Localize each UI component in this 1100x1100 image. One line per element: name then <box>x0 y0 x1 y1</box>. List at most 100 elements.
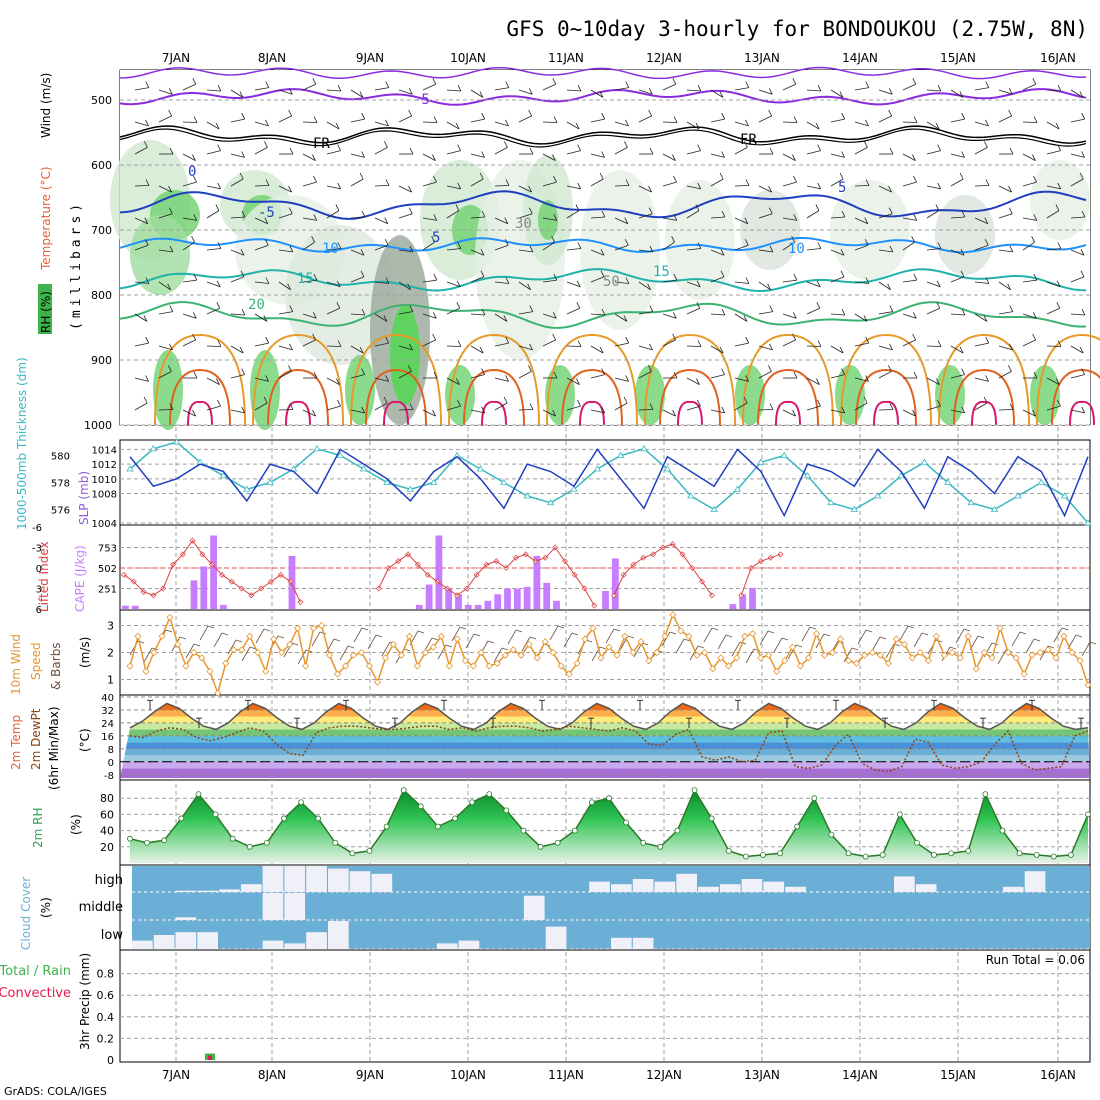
wind-barb-flag <box>1009 245 1014 253</box>
wind-barb <box>926 185 941 190</box>
wind-barb-flag <box>889 147 894 155</box>
thickness-line-point <box>126 465 134 472</box>
cloud-bar-high <box>719 884 741 892</box>
wind-barb <box>1070 178 1084 187</box>
wind-barb-flag <box>1057 84 1062 92</box>
wind-barb <box>662 409 676 417</box>
wind-speed-line-point <box>389 640 398 648</box>
wind-barb <box>950 374 965 379</box>
temp-tick: 24 <box>101 719 114 730</box>
wind-speed-line-point <box>174 640 182 648</box>
contour-30 <box>953 368 1015 426</box>
thickness-line-point <box>570 485 578 492</box>
cloud-bar-high <box>328 868 349 892</box>
wind-barb <box>806 185 821 190</box>
cape-tick: 753 <box>98 544 117 555</box>
wind-barb <box>278 89 293 95</box>
surface-barb-flag <box>221 632 229 636</box>
wind-barb-flag <box>1032 78 1037 85</box>
thickness-line-point <box>803 471 812 479</box>
wind-barb-flag <box>264 141 268 148</box>
wind-barb-flag <box>864 141 868 148</box>
wind-barb-flag <box>577 144 581 151</box>
surface-barb <box>507 629 517 645</box>
wind-barb <box>950 276 965 283</box>
wind-barb <box>878 185 892 193</box>
wind-barb-flag <box>1079 91 1084 98</box>
wind-barb-flag <box>288 88 293 95</box>
wind-speed-line-point <box>589 624 597 632</box>
wind-speed-line-point <box>493 659 501 667</box>
wind-barb <box>830 409 845 414</box>
wind-barb <box>446 281 461 288</box>
wind-barb-flag <box>529 343 533 351</box>
thickness-line <box>129 441 1089 524</box>
wind-barb <box>614 342 629 347</box>
upper-wind-barbs <box>134 78 1086 417</box>
date-label-top: 9JAN <box>356 51 384 65</box>
wind-barb <box>806 281 821 288</box>
cloud-bar-high <box>284 866 306 892</box>
rh-line-point <box>674 827 681 834</box>
wind-barb <box>590 153 605 158</box>
wind-speed-line-point <box>461 657 469 665</box>
wind-barb <box>1046 210 1060 219</box>
wind-barb <box>830 216 846 219</box>
wind-barb <box>662 313 677 319</box>
wind-barb <box>878 249 893 253</box>
wind-barb <box>782 83 796 91</box>
surface-barb-flag <box>795 644 803 648</box>
rh-line-point <box>777 850 783 857</box>
wind-barb-flag <box>673 214 678 221</box>
wind-label: Wind (m/s) <box>39 73 53 138</box>
wind-barb-flag <box>576 378 580 385</box>
surface-barb <box>773 637 783 653</box>
wind-barb <box>926 150 941 155</box>
wind-barb-flag <box>935 204 940 211</box>
wind-speed-line-point <box>397 651 405 659</box>
wind-barb <box>278 185 292 193</box>
wind-barb-flag <box>359 346 364 354</box>
wind-barb-flag <box>1033 175 1037 183</box>
wind-barb-flag <box>889 343 893 351</box>
rh-panel: 80 60 40 20 <box>100 787 1091 863</box>
cape-bar <box>415 604 423 609</box>
thickness-line-point <box>313 444 321 452</box>
temp-tick: 40 <box>101 693 114 704</box>
wind-barb <box>182 241 195 251</box>
cloud-bar-high <box>219 889 240 892</box>
rh-shade-blob <box>1030 160 1090 240</box>
wind-barb <box>902 217 917 221</box>
wind-barb-flag <box>408 185 412 193</box>
wind-barb <box>758 89 773 95</box>
wind-barb <box>806 248 821 251</box>
wind-barb <box>422 339 436 347</box>
wind-barb <box>638 115 652 123</box>
wind-barb <box>806 377 820 385</box>
wind-barb-flag <box>767 283 771 290</box>
wind-barb-flag <box>409 245 414 253</box>
wind-barb <box>686 150 701 155</box>
wind-barb <box>998 371 1012 379</box>
wind-barb-flag <box>455 204 460 211</box>
panel-frame-6 <box>119 949 1091 1063</box>
wind-barb-flag <box>600 270 605 277</box>
slp-tick: 1008 <box>92 490 117 501</box>
wind-barb <box>230 216 246 219</box>
rh-line-point <box>195 791 202 798</box>
wind-barb <box>686 185 701 190</box>
wind-barb <box>494 217 508 225</box>
wind-barb <box>614 147 628 155</box>
wind-barb-flag <box>600 249 605 256</box>
wind-barb-flag <box>624 217 629 224</box>
rh-line-point <box>845 850 852 857</box>
wind-barb-flag <box>337 340 342 347</box>
wind-barb <box>878 115 892 123</box>
wind-barb-flag <box>817 182 822 190</box>
wind-barb-flag <box>479 91 484 98</box>
wind-barb <box>782 339 796 347</box>
cape-bar <box>190 580 198 609</box>
wind-barb-flag <box>193 214 198 221</box>
wind-barb-flag <box>601 151 605 158</box>
wind-barb-flag <box>289 245 294 253</box>
